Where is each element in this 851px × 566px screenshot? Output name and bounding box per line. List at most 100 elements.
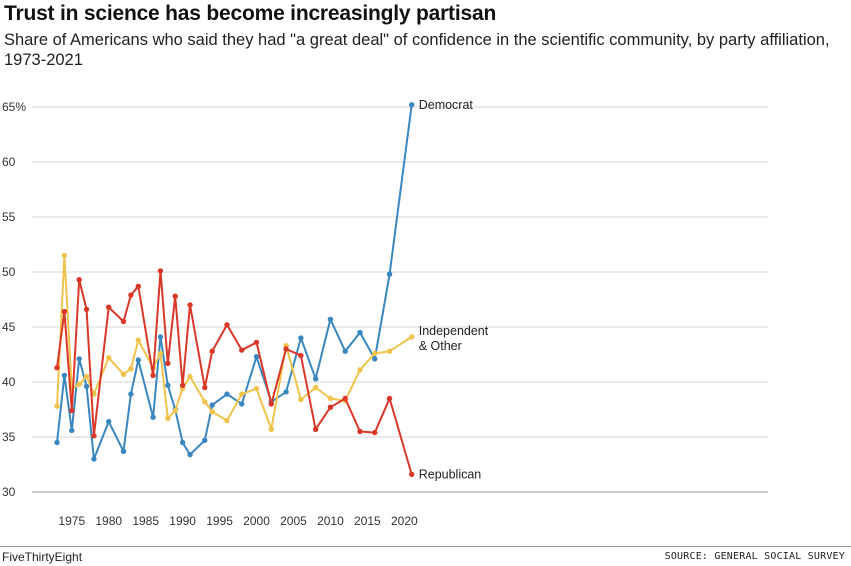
data-point xyxy=(120,448,127,454)
y-tick-label: 50 xyxy=(2,265,16,279)
x-tick-label: 2020 xyxy=(391,514,418,528)
y-tick-label: 30 xyxy=(2,485,16,499)
data-point xyxy=(165,360,171,366)
x-axis: 1975 1980 1985 1990 1995 2000 2005 2010 2015 2020 xyxy=(58,514,418,528)
x-tick-label: 1980 xyxy=(95,514,122,528)
y-axis: 30 35 40 45 50 55 60 65% xyxy=(2,100,26,499)
data-point xyxy=(165,415,171,421)
source-credit: SOURCE: GENERAL SOCIAL SURVEY xyxy=(664,551,845,562)
data-point xyxy=(253,339,260,346)
data-point xyxy=(91,391,97,397)
data-point xyxy=(106,355,112,361)
data-point xyxy=(128,292,134,298)
data-point xyxy=(120,318,127,325)
data-point xyxy=(209,402,215,408)
data-point xyxy=(165,382,171,388)
data-point xyxy=(409,102,415,108)
data-point xyxy=(268,401,275,407)
data-point xyxy=(76,277,82,283)
data-point xyxy=(386,271,393,277)
data-point xyxy=(135,337,141,343)
x-tick-label: 2010 xyxy=(317,514,344,528)
y-tick-label: 55 xyxy=(2,210,16,224)
x-tick-label: 1990 xyxy=(169,514,196,528)
x-tick-label: 1975 xyxy=(58,514,85,528)
data-point xyxy=(61,372,68,379)
data-point xyxy=(298,352,304,359)
series-end-label: Independent & Other xyxy=(419,324,489,353)
y-tick-label: 35 xyxy=(2,430,16,444)
data-point xyxy=(298,335,304,341)
data-point xyxy=(342,348,348,354)
y-tick-label: 40 xyxy=(2,375,16,389)
data-point xyxy=(202,384,208,391)
data-point xyxy=(357,367,363,373)
data-point xyxy=(157,350,164,357)
data-point xyxy=(209,348,215,354)
data-point xyxy=(187,451,193,458)
data-point xyxy=(61,252,68,259)
y-tick-label: 60 xyxy=(2,155,16,169)
series-democrat xyxy=(54,102,415,462)
data-point xyxy=(54,403,60,409)
data-point xyxy=(298,396,304,403)
y-tick-label: 45 xyxy=(2,320,16,334)
series-line xyxy=(56,254,413,431)
data-point xyxy=(83,373,90,380)
data-point xyxy=(327,316,334,322)
x-tick-label: 2005 xyxy=(280,514,307,528)
series-end-label: Republican xyxy=(419,467,482,481)
data-point xyxy=(239,347,245,353)
data-point xyxy=(372,429,378,436)
data-point xyxy=(357,329,363,336)
data-point xyxy=(135,357,141,363)
data-point xyxy=(69,427,75,434)
data-point xyxy=(386,348,393,354)
series-republican xyxy=(54,268,415,478)
data-point xyxy=(268,426,275,432)
data-point xyxy=(128,391,134,397)
data-point xyxy=(357,428,363,435)
data-point xyxy=(312,384,319,391)
data-point xyxy=(224,417,230,424)
data-point xyxy=(187,373,193,380)
data-point xyxy=(83,306,90,313)
data-point xyxy=(106,418,112,425)
data-point xyxy=(54,439,60,446)
chart-title: Trust in science has become increasingly… xyxy=(4,2,497,25)
x-tick-label: 1995 xyxy=(206,514,233,528)
series-labels: Democrat Independent & Other Republican xyxy=(419,98,489,482)
series-lines xyxy=(54,102,415,478)
data-point xyxy=(83,383,90,390)
data-point xyxy=(179,382,186,388)
data-point xyxy=(283,346,289,352)
data-point xyxy=(409,471,415,478)
data-point xyxy=(342,395,348,402)
data-point xyxy=(409,334,415,340)
data-point xyxy=(372,356,378,362)
data-point xyxy=(386,395,393,402)
data-point xyxy=(157,334,164,340)
data-point xyxy=(283,389,289,395)
data-point xyxy=(327,404,334,410)
chart-subtitle: Share of Americans who said they had "a … xyxy=(4,31,830,69)
data-point xyxy=(106,304,112,310)
data-point xyxy=(76,356,82,362)
brand-credit: FiveThirtyEight xyxy=(2,550,83,564)
series-end-label: Democrat xyxy=(419,98,474,112)
footer-divider xyxy=(0,546,851,547)
data-point xyxy=(179,439,186,446)
data-point xyxy=(209,409,215,415)
data-point xyxy=(202,437,208,443)
data-point xyxy=(253,354,260,360)
data-point xyxy=(54,365,60,371)
series-independent-other xyxy=(54,252,415,432)
y-tick-label: 65% xyxy=(2,100,26,114)
data-point xyxy=(372,350,378,357)
data-point xyxy=(224,391,230,397)
gridlines xyxy=(32,106,768,493)
data-point xyxy=(187,302,193,308)
data-point xyxy=(253,385,260,392)
data-point xyxy=(150,414,156,420)
data-point xyxy=(128,366,134,372)
